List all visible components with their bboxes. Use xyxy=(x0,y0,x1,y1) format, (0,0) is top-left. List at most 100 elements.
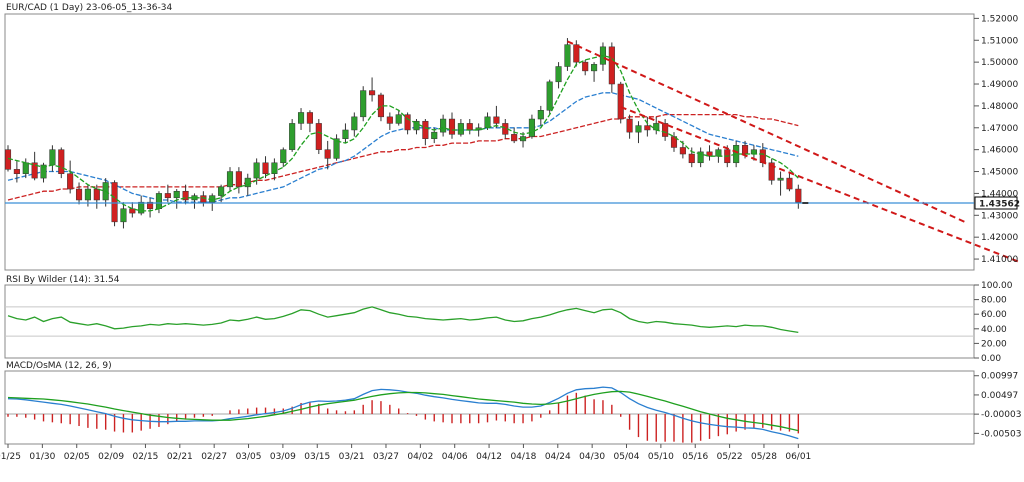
x-axis-label: 03/05 xyxy=(236,452,262,462)
candle-down xyxy=(662,123,669,137)
x-axis-label: 02/09 xyxy=(98,452,124,462)
candle-up xyxy=(280,149,287,164)
x-axis-label: 04/24 xyxy=(545,452,571,462)
candle-down xyxy=(369,90,376,96)
x-axis-label: 04/02 xyxy=(407,452,433,462)
x-axis-label: 03/15 xyxy=(304,452,330,462)
price-axis-label: 1.51000 xyxy=(981,36,1018,46)
candle-up xyxy=(653,123,660,131)
price-axis-label: 1.41000 xyxy=(981,255,1018,265)
channel-line-1 xyxy=(567,40,968,224)
signal-line xyxy=(7,390,799,432)
current-price-label: 1.43562 xyxy=(979,200,1020,210)
rsi-axis-label: 40.00 xyxy=(981,325,1007,335)
candle-down xyxy=(75,188,83,201)
candle-down xyxy=(786,177,793,190)
candle-up xyxy=(564,44,571,67)
x-axis-label: 03/27 xyxy=(373,452,399,462)
ma-slow-line xyxy=(7,113,799,201)
price-panel-frame xyxy=(4,13,975,271)
candle-down xyxy=(306,112,313,124)
rsi-axis-label: 80.00 xyxy=(981,296,1007,306)
macd-line xyxy=(7,386,799,440)
candle-up xyxy=(289,123,296,150)
candle-up xyxy=(244,177,251,188)
candle-down xyxy=(58,149,65,174)
candle-down xyxy=(573,44,580,63)
candle-down xyxy=(315,123,322,150)
candle-down xyxy=(626,118,633,133)
candle-down xyxy=(13,169,20,174)
candle-up xyxy=(84,188,91,201)
axes: 1.52000 1.51000 1.50000 1.49000 1.48000 1.470… xyxy=(0,14,1021,462)
price-axis-label: 1.52000 xyxy=(981,14,1018,24)
price-axis-label: 1.50000 xyxy=(981,58,1018,68)
candle-up xyxy=(777,177,784,181)
candle-up xyxy=(413,120,420,131)
ma-fast-line xyxy=(7,54,799,212)
candle-down xyxy=(111,182,118,223)
candle-up xyxy=(395,114,402,124)
candle-up xyxy=(555,66,562,83)
rsi-axis-label: 20.00 xyxy=(981,339,1007,349)
x-axis-label: 05/22 xyxy=(717,452,743,462)
candle-up xyxy=(155,193,163,209)
rsi-axis-label: 60.00 xyxy=(981,310,1007,320)
candle-down xyxy=(679,147,686,155)
candle-up xyxy=(22,162,29,174)
candle-down xyxy=(644,125,651,131)
candle-down xyxy=(404,114,411,131)
x-axis-label: 05/16 xyxy=(682,452,708,462)
candle-up xyxy=(342,129,349,139)
price-axis-label: 1.43000 xyxy=(981,211,1018,221)
x-axis-label: 05/04 xyxy=(614,452,640,462)
candle-up xyxy=(226,171,234,188)
price-panel xyxy=(4,38,1021,264)
candle-up xyxy=(360,90,367,118)
x-axis-label: 02/05 xyxy=(64,452,90,462)
ma-mid-line xyxy=(7,92,799,203)
x-axis-label: 04/18 xyxy=(510,452,536,462)
x-axis-label: 04/30 xyxy=(579,452,605,462)
candle-up xyxy=(528,118,535,137)
macd-axis-label: 0.00497 xyxy=(981,391,1018,401)
candle-down xyxy=(235,171,242,188)
candle-up xyxy=(49,149,56,166)
price-axis-label: 1.45000 xyxy=(981,168,1018,178)
macd-axis-label: -0.00503 xyxy=(981,429,1021,439)
candle-up xyxy=(635,125,642,133)
rsi-panel-frame xyxy=(4,284,975,359)
current-price-box xyxy=(974,196,1018,210)
candle-up xyxy=(40,164,47,179)
x-axis-label: 02/21 xyxy=(167,452,193,462)
rsi-axis-label: 100.00 xyxy=(981,281,1013,291)
x-axis-label: 03/09 xyxy=(270,452,296,462)
rsi-title: RSI By Wilder (14): 31.54 xyxy=(6,275,120,285)
candle-down xyxy=(608,46,615,85)
price-axis-label: 1.47000 xyxy=(981,124,1018,134)
candle-down xyxy=(511,134,518,142)
x-axis-label: 05/10 xyxy=(648,452,674,462)
candle-down xyxy=(164,193,171,199)
x-axis-label: 03/21 xyxy=(339,452,365,462)
candle-up xyxy=(271,162,278,174)
x-axis-label: 06/01 xyxy=(785,452,811,462)
candle-up xyxy=(173,190,180,199)
chart-title: EUR/CAD (1 Day) 23-06-05_13-36-34 xyxy=(6,3,173,13)
candle-up xyxy=(333,138,340,159)
candle-up xyxy=(537,110,544,120)
candle-up xyxy=(484,116,491,129)
macd-axis-label: -0.00003 xyxy=(981,410,1021,420)
candle-down xyxy=(448,118,456,135)
candle-down xyxy=(67,173,74,190)
rsi-axis-label: 0.00 xyxy=(981,354,1001,364)
candle-up xyxy=(351,116,358,131)
candle-up xyxy=(218,186,225,196)
macd-axis-label: 0.00997 xyxy=(981,372,1018,382)
candle-down xyxy=(182,190,189,201)
price-axis-label: 1.42000 xyxy=(981,233,1018,243)
price-axis-label: 1.48000 xyxy=(981,102,1018,112)
price-axis-label: 1.49000 xyxy=(981,80,1018,90)
